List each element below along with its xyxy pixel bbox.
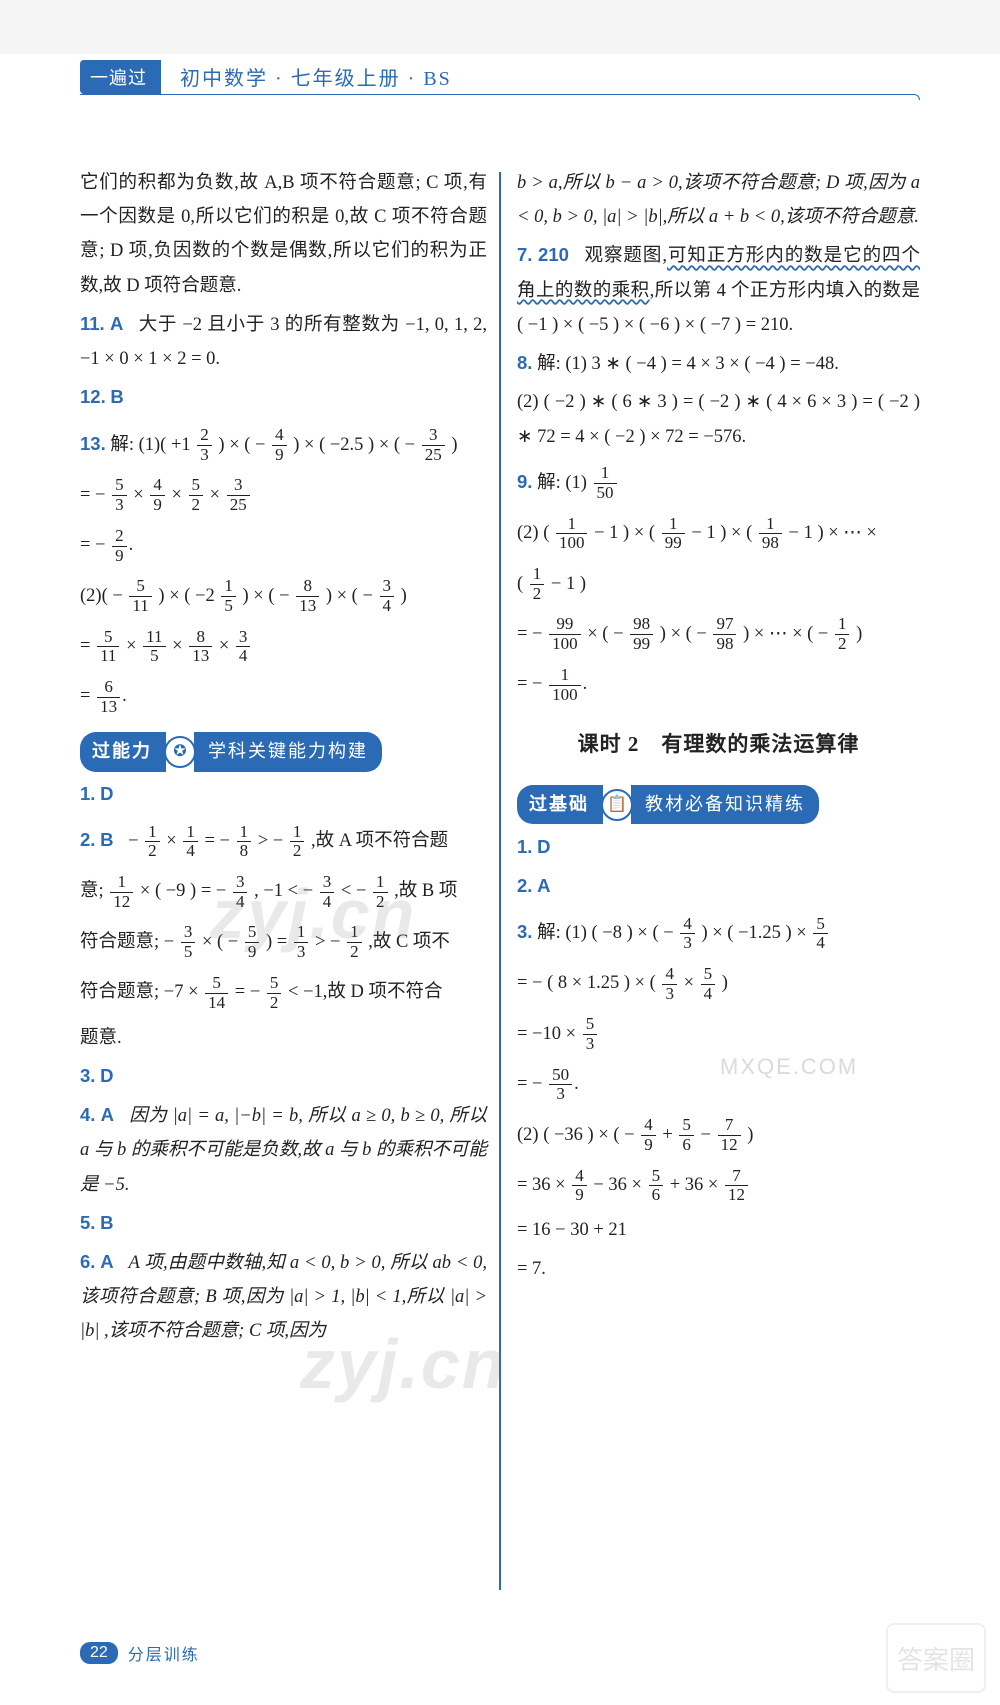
medal-icon: ✪ xyxy=(164,736,196,768)
q9-l1: 9. 解: (1) 150 xyxy=(517,460,920,505)
a1: 1. D xyxy=(80,777,487,812)
stamp-icon: 答案圈 xyxy=(886,1623,986,1693)
b3-l7: = 16 − 30 + 21 xyxy=(517,1213,920,1247)
header-underline xyxy=(80,94,920,100)
q9-l2b: ( 12 − 1 ) xyxy=(517,562,920,606)
header-brand: 一遍过 xyxy=(80,60,161,94)
q12: 12. B xyxy=(80,380,487,415)
a5: 5. B xyxy=(80,1206,487,1241)
content-area: 它们的积都为负数,故 A,B 项不符合题意; C 项,有一个因数是 0,所以它们… xyxy=(80,166,920,1596)
q11-ans: A xyxy=(110,313,123,334)
b1: 1. D xyxy=(517,830,920,865)
b3-l6: = 36 × 49 − 36 × 56 + 36 × 712 xyxy=(517,1163,920,1207)
header-bar: 一遍过 初中数学 · 七年级上册 · BS xyxy=(80,54,920,100)
q9-l3: = − 99100 × ( − 9899 ) × ( − 9798 ) × ⋯ … xyxy=(517,612,920,656)
q7: 7. 210 观察题图,可知正方形内的数是它的四个角上的数的乘积,所以第 4 个… xyxy=(517,238,920,342)
a6: 6. A A 项,由题中数轴,知 a < 0, b > 0, 所以 ab < 0… xyxy=(80,1245,487,1349)
footer-label: 分层训练 xyxy=(128,1641,200,1665)
left-column: 它们的积都为负数,故 A,B 项不符合题意; C 项,有一个因数是 0,所以它们… xyxy=(80,166,499,1596)
a3: 3. D xyxy=(80,1059,487,1094)
q12-ans: B xyxy=(110,386,123,407)
q13-num: 13. xyxy=(80,433,106,454)
q9-l4: = − 1100. xyxy=(517,662,920,706)
q13-part2-l3: = 613. xyxy=(80,674,487,718)
b3-l5: (2) ( −36 ) × ( − 49 + 56 − 712 ) xyxy=(517,1113,920,1157)
q11: 11. A 大于 −2 且小于 3 的所有整数为 −1, 0, 1, 2, −1… xyxy=(80,307,487,376)
b3-l3: = −10 × 53 xyxy=(517,1012,920,1056)
a2-l5: 题意. xyxy=(80,1021,487,1055)
q13-part2-l2: = 511 × 115 × 813 × 34 xyxy=(80,624,487,668)
frac-3-25: 325 xyxy=(422,426,445,464)
q13-label: 解: xyxy=(110,435,134,455)
b2: 2. A xyxy=(517,869,920,904)
pill-left: 过能力 xyxy=(80,732,166,771)
q13-part2-l1: (2)( − 511 ) × ( −2 15 ) × ( − 813 ) × (… xyxy=(80,574,487,618)
q13-line2: = − 53 × 49 × 52 × 325 xyxy=(80,473,487,517)
a2-l1: 2. B − 12 × 14 = − 18 > − 12 ,故 A 项不符合题 xyxy=(80,818,487,863)
pill-right: 学科关键能力构建 xyxy=(194,732,382,771)
q11-num: 11. xyxy=(80,313,105,334)
page: 一遍过 初中数学 · 七年级上册 · BS 它们的积都为负数,故 A,B 项不符… xyxy=(0,54,1000,1705)
section-ability: 过能力 ✪ 学科关键能力构建 xyxy=(80,735,382,769)
b3-l2: = − ( 8 × 1.25 ) × ( 43 × 54 ) xyxy=(517,961,920,1005)
lesson-title: 课时 2 有理数的乘法运算律 xyxy=(517,725,920,764)
header-title: 初中数学 · 七年级上册 · BS xyxy=(180,62,452,91)
a4: 4. A 因为 |a| = a, |−b| = b, 所以 a ≥ 0, b ≥… xyxy=(80,1098,487,1202)
right-column: b > a,所以 b − a > 0,该项不符合题意; D 项,因为 a < 0… xyxy=(501,166,920,1596)
intro-paragraph: 它们的积都为负数,故 A,B 项不符合题意; C 项,有一个因数是 0,所以它们… xyxy=(80,166,487,303)
q8-l2: (2) ( −2 ) ∗ ( 6 ∗ 3 ) = ( −2 ) ∗ ( 4 × … xyxy=(517,385,920,453)
a2-l4: 符合题意; −7 × 514 = − 52 < −1,故 D 项不符合 xyxy=(80,970,487,1014)
page-number: 22 xyxy=(80,1642,118,1664)
q13-line1: 13. 解: (1)( +1 23 ) × ( − 49 ) × ( −2.5 … xyxy=(80,422,487,467)
q12-num: 12. xyxy=(80,386,106,407)
b3-l4: = − 503. xyxy=(517,1062,920,1106)
a2-l2: 意; 112 × ( −9 ) = − 34 , −1 < − 34 < − 1… xyxy=(80,869,487,913)
b3-l8: = 7. xyxy=(517,1252,920,1286)
b3-l1: 3. 解: (1) ( −8 ) × ( − 43 ) × ( −1.25 ) … xyxy=(517,910,920,955)
a2-l3: 符合题意; − 35 × ( − 59 ) = 13 > − 12 ,故 C 项… xyxy=(80,920,487,964)
footer: 22 分层训练 xyxy=(80,1641,200,1665)
q13-line3: = − 29. xyxy=(80,523,487,567)
q9-l2: (2) ( 1100 − 1 ) × ( 199 − 1 ) × ( 198 −… xyxy=(517,511,920,555)
frac-4-9: 49 xyxy=(272,426,287,464)
clipboard-icon: 📋 xyxy=(601,789,633,821)
q8-l1: 8. 解: (1) 3 ∗ ( −4 ) = 4 × 3 × ( −4 ) = … xyxy=(517,346,920,381)
frac-2-3: 23 xyxy=(197,426,212,464)
q11-text: 大于 −2 且小于 3 的所有整数为 −1, 0, 1, 2, −1 × 0 ×… xyxy=(80,315,487,369)
section-basic: 过基础 📋 教材必备知识精练 xyxy=(517,788,819,822)
right-top: b > a,所以 b − a > 0,该项不符合题意; D 项,因为 a < 0… xyxy=(517,166,920,234)
